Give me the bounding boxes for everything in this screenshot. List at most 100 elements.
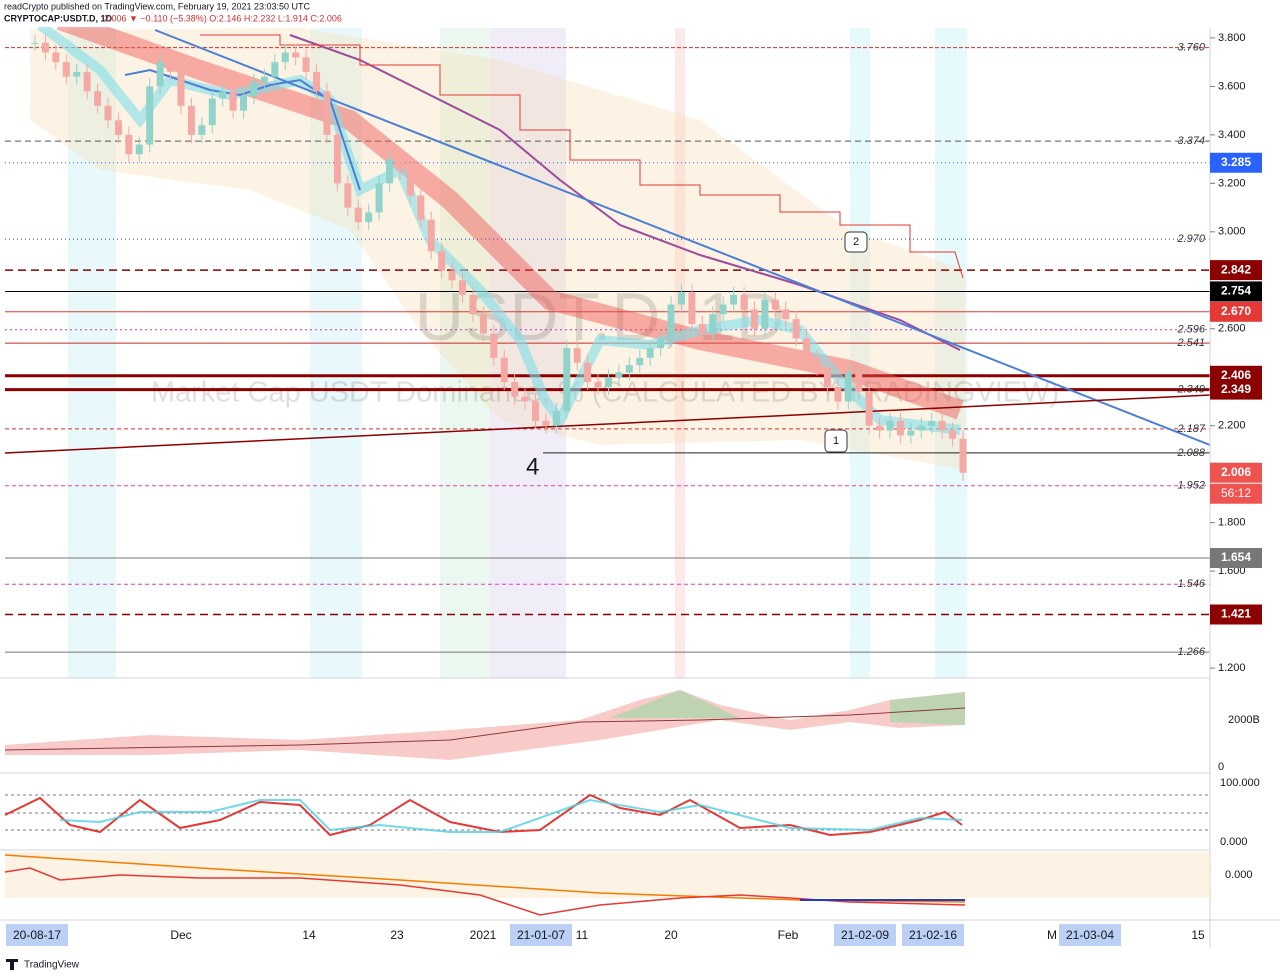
level-label: 1.546	[1177, 578, 1205, 590]
candle	[52, 52, 60, 63]
level-label: 2.349	[1176, 384, 1205, 396]
candle	[333, 134, 341, 184]
candle	[365, 212, 373, 223]
macd-axis-label: 0.000	[1225, 869, 1253, 881]
y-tick-label: 3.400	[1218, 129, 1246, 141]
time-label: 14	[302, 928, 316, 942]
time-label: M	[1047, 928, 1057, 942]
candle	[250, 81, 258, 97]
candle	[208, 98, 216, 126]
price-tag	[1210, 548, 1262, 569]
candle	[427, 219, 435, 252]
candle	[594, 382, 602, 387]
price-tag-label: 2.406	[1221, 368, 1251, 382]
level-label: 2.187	[1176, 423, 1205, 435]
candle	[73, 71, 81, 77]
price-tag	[1210, 281, 1262, 302]
quote: 2.006 ▼ −0.110 (−5.38%) O:2.146 H:2.232 …	[104, 13, 342, 23]
annotation: 4	[526, 453, 539, 480]
candle	[803, 338, 811, 358]
candle	[667, 304, 675, 339]
candle	[688, 292, 696, 324]
volume-ma	[4, 707, 966, 751]
candle	[386, 159, 394, 184]
time-label: 11	[576, 928, 589, 942]
price-tag	[1210, 152, 1262, 173]
candle	[323, 91, 331, 135]
level-label: 3.760	[1177, 42, 1205, 54]
y-tick-label: 2.200	[1218, 420, 1246, 432]
candle	[135, 144, 143, 155]
candle	[114, 120, 122, 135]
candle	[834, 386, 842, 402]
candle	[761, 299, 769, 329]
level-label: 2.541	[1176, 337, 1205, 349]
candle	[511, 382, 519, 397]
candle	[271, 62, 279, 77]
candle	[302, 57, 310, 72]
candle	[896, 420, 904, 436]
candle	[198, 125, 206, 135]
y-tick-label: 3.200	[1218, 177, 1246, 189]
candle	[31, 42, 39, 44]
macd	[4, 867, 966, 916]
candle	[917, 425, 925, 431]
candle	[928, 420, 936, 426]
time-label: 15	[1191, 928, 1205, 942]
cloud	[5, 690, 965, 760]
time-label-bg	[1059, 924, 1121, 946]
last-price-tag	[1210, 462, 1262, 483]
y-tick-label: 3.800	[1218, 32, 1246, 44]
candle	[677, 292, 685, 305]
candle	[438, 251, 446, 271]
candle	[469, 294, 477, 315]
candle	[730, 294, 738, 305]
band	[5, 852, 1210, 898]
time-label: 21-02-09	[841, 928, 889, 942]
candle	[292, 52, 300, 58]
level-label: 3.374	[1177, 135, 1205, 147]
candle	[657, 338, 665, 349]
y-tick-label: 2.600	[1218, 323, 1246, 335]
price-tag-label: 3.285	[1221, 155, 1251, 169]
candle	[313, 71, 321, 92]
candle	[177, 71, 185, 106]
candle	[563, 348, 571, 412]
trendline-support	[4, 394, 1211, 454]
cloud	[610, 690, 965, 725]
price-tag	[1210, 260, 1262, 281]
callout	[844, 231, 868, 253]
levels	[5, 47, 1210, 653]
candle	[104, 105, 112, 121]
callout	[824, 429, 848, 453]
candle	[876, 425, 884, 431]
y-tick-label: 1.800	[1218, 517, 1246, 529]
time-label-bg	[510, 924, 572, 946]
candle	[396, 159, 404, 172]
candle	[584, 362, 592, 383]
candle	[459, 280, 467, 295]
candle	[959, 438, 967, 473]
candle	[740, 294, 748, 310]
time-label: Feb	[778, 928, 799, 942]
stop-line	[200, 34, 964, 279]
annotation: 2	[853, 236, 859, 248]
candle	[240, 96, 248, 111]
annotation: 1	[833, 435, 839, 447]
level-label: 1.266	[1177, 646, 1205, 658]
time-label: 21-03-04	[1066, 928, 1114, 942]
candles	[31, 34, 967, 481]
candle	[260, 76, 268, 82]
time-label: 21-02-16	[909, 928, 957, 942]
candle	[907, 430, 915, 436]
candle	[949, 430, 957, 439]
stoch-k	[4, 793, 963, 837]
candle	[886, 420, 894, 431]
candle	[490, 333, 498, 358]
candle	[542, 420, 550, 426]
level-label: 2.596	[1176, 324, 1205, 336]
level-label: 2.088	[1176, 447, 1205, 459]
candle	[792, 319, 800, 339]
time-label: 23	[390, 928, 404, 942]
